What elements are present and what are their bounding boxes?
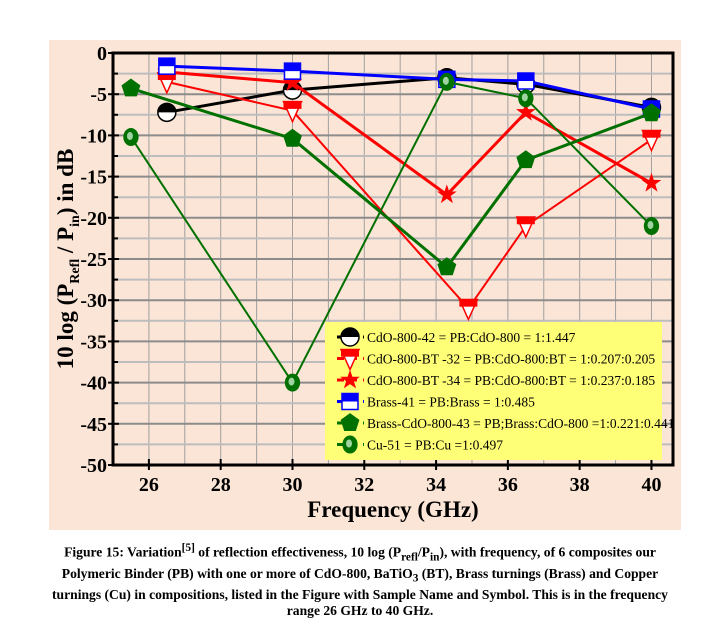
y-tick-label: -45 xyxy=(80,414,107,436)
triangle-marker-fill xyxy=(283,101,302,109)
triangle-marker-fill xyxy=(459,299,478,307)
y-axis-title: 10 log (PRefl / Pin) in dB xyxy=(53,149,83,370)
y-axis-title-part: Refl xyxy=(68,259,83,284)
x-tick-label: 40 xyxy=(641,474,661,496)
triangle-marker-fill xyxy=(341,349,359,357)
legend-label: Brass-CdO-800-43 = PB;Brass:CdO-800 =1:0… xyxy=(367,416,674,431)
series-3 xyxy=(158,57,661,118)
x-tick-label: 36 xyxy=(498,474,518,496)
legend-label: CdO-800-BT -34 = PB:CdO-800:BT = 1:0.237… xyxy=(367,373,655,388)
y-tick-label: -25 xyxy=(80,249,107,271)
y-tick-label: -15 xyxy=(80,167,107,189)
chart: 0 -5 -10 -15 -20 -25 -30 -35 -40 -45 -50 26 28 30 32 34… xyxy=(53,43,675,522)
x-tick-label: 38 xyxy=(570,474,590,496)
x-tick-label: 32 xyxy=(354,474,374,496)
legend-label: Cu-51 = PB:Cu =1:0.497 xyxy=(367,438,503,453)
y-tick-label: -40 xyxy=(80,373,107,395)
caption-sub: 3 xyxy=(412,572,419,585)
pentagon-marker xyxy=(340,413,360,431)
series-1 xyxy=(156,72,662,322)
x-tick-label: 28 xyxy=(211,474,231,496)
square-marker-fill xyxy=(517,73,534,82)
y-tick-label: -30 xyxy=(80,290,107,312)
pentagon-marker xyxy=(283,128,302,147)
half-circle-marker-fill xyxy=(341,328,359,337)
triangle-marker-fill xyxy=(157,72,176,81)
y-tick-label: -5 xyxy=(90,84,107,106)
star-marker xyxy=(437,184,457,204)
y-axis-title-part: in xyxy=(68,215,83,227)
series-line xyxy=(166,80,653,311)
caption-ref: [5] xyxy=(181,542,195,554)
star-marker xyxy=(340,369,360,389)
series-2 xyxy=(157,61,662,204)
legend-label: Brass-41 = PB:Brass = 1:0.485 xyxy=(367,395,535,410)
legend-label: CdO-800-42 = PB:CdO-800 = 1:1.447 xyxy=(367,330,576,345)
y-tick-label: -50 xyxy=(80,455,107,477)
caption-sub: refl xyxy=(401,551,418,564)
pentagon-marker xyxy=(516,150,536,169)
sphere-marker-highlight xyxy=(126,132,133,141)
star-marker xyxy=(641,172,662,192)
caption-text: (BT), Brass turnings (Brass) and Copper … xyxy=(52,565,668,619)
sphere-marker-highlight xyxy=(346,439,352,448)
caption-text: /P xyxy=(417,544,430,560)
y-tick-label: -10 xyxy=(80,125,107,147)
caption-text: ), with frequency, of 6 composites our P… xyxy=(61,544,656,581)
caption-sub: in xyxy=(429,551,440,564)
sphere-marker-highlight xyxy=(442,76,449,85)
legend-label: CdO-800-BT -32 = PB:CdO-800:BT = 1:0.207… xyxy=(367,352,655,367)
y-axis-title-part: / P xyxy=(53,227,78,259)
y-axis-title-part: 10 log (P xyxy=(53,284,78,370)
series-5 xyxy=(123,72,660,392)
pentagon-marker xyxy=(437,257,457,276)
square-marker-fill xyxy=(284,63,301,72)
star-marker xyxy=(516,102,536,121)
square-marker-fill xyxy=(158,58,175,67)
x-axis-title: Frequency (GHz) xyxy=(307,497,478,522)
legend-box xyxy=(325,322,662,460)
caption-text: Figure 15: Variation xyxy=(64,544,182,560)
y-tick-label: 0 xyxy=(97,43,107,65)
caption-text: of reflection effectiveness, 10 log (P xyxy=(194,544,402,560)
sphere-marker-highlight xyxy=(647,221,654,230)
pentagon-marker xyxy=(121,78,141,97)
y-tick-label: -35 xyxy=(80,331,107,353)
pentagon-marker xyxy=(642,103,661,122)
square-marker-fill xyxy=(342,393,358,402)
legend: CdO-800-42 = PB:CdO-800 = 1:1.447 CdO-800… xyxy=(325,322,674,460)
x-tick-label: 30 xyxy=(282,474,302,496)
triangle-marker-fill xyxy=(642,130,661,138)
figure-caption: Figure 15: Variation[5] of reflection ef… xyxy=(40,540,680,620)
x-tick-label: 34 xyxy=(426,474,446,496)
sphere-marker-highlight xyxy=(521,93,528,102)
star-marker xyxy=(282,72,303,91)
sphere-marker-highlight xyxy=(288,377,295,386)
series-4 xyxy=(121,78,661,276)
y-tick-label: -20 xyxy=(80,208,107,230)
half-circle-marker-fill xyxy=(157,103,176,113)
triangle-marker-fill xyxy=(516,217,535,225)
y-axis-title-part: ) in dB xyxy=(53,149,78,215)
x-tick-label: 26 xyxy=(139,474,159,496)
